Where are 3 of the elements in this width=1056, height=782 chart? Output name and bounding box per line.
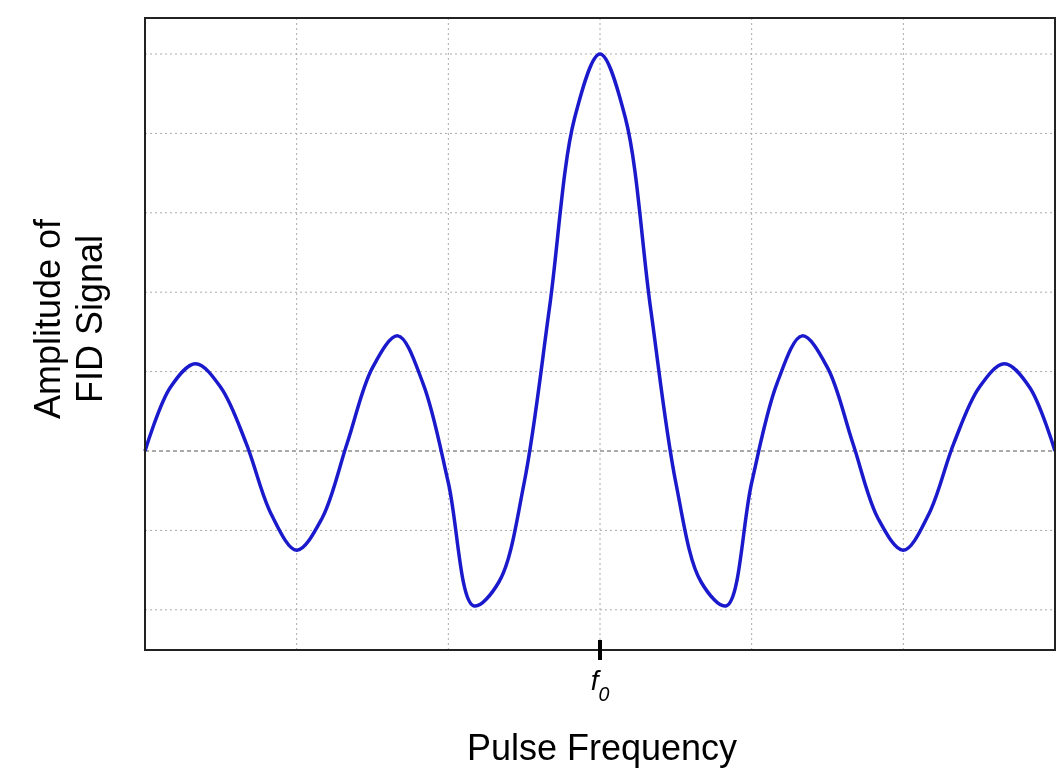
text: f$_{0}$ (590, 665, 610, 705)
x-axis-title: Pulse Frequency (466, 727, 738, 768)
y-axis-title: Amplitude of FID Signal (27, 217, 110, 420)
